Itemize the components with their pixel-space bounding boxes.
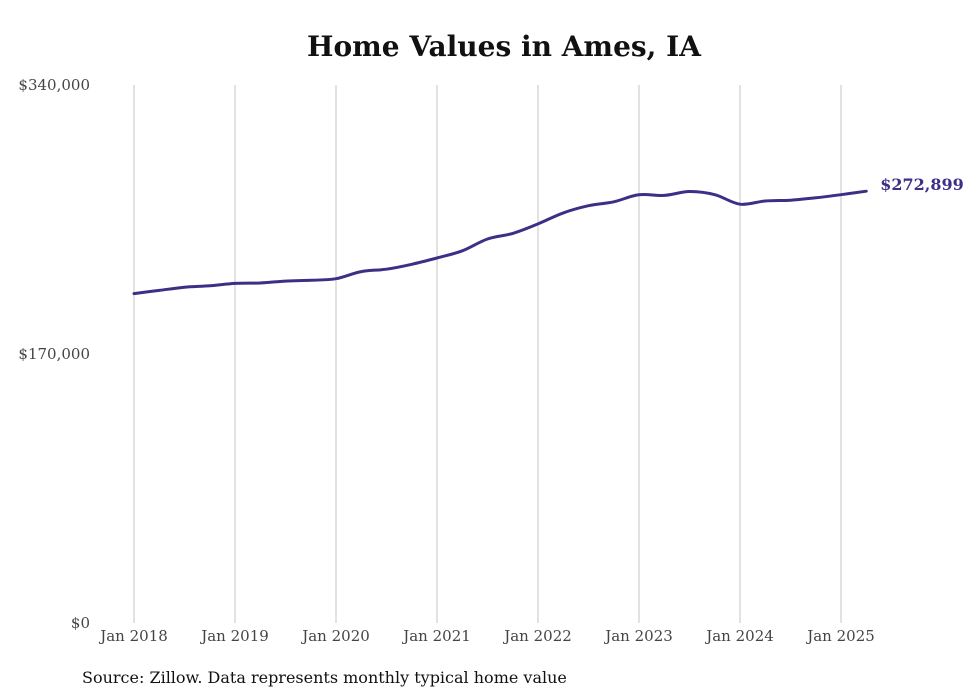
data-point [814, 196, 817, 199]
x-tick-label: Jan 2020 [300, 627, 370, 645]
x-axis-tick-labels: Jan 2018 Jan 2019 Jan 2020 Jan 2021 Jan 2022… [98, 627, 875, 645]
data-point [486, 237, 489, 240]
data-point [436, 256, 439, 259]
x-tick-label: Jan 2025 [805, 627, 875, 645]
y-tick-label: $170,000 [18, 345, 90, 363]
data-point [840, 193, 843, 196]
data-point [587, 204, 590, 207]
grid-lines [133, 85, 842, 623]
data-point [511, 232, 514, 235]
data-point [789, 199, 792, 202]
data-point [284, 280, 287, 283]
data-point [688, 190, 691, 193]
data-point [461, 249, 464, 252]
x-tick-label: Jan 2024 [704, 627, 774, 645]
data-point [208, 284, 211, 287]
end-label-layer: $272,899 [880, 175, 964, 194]
data-point [158, 289, 161, 292]
data-point [259, 281, 262, 284]
end-value-label: $272,899 [880, 175, 964, 194]
data-point [309, 279, 312, 282]
data-point [335, 277, 338, 280]
data-point [764, 199, 767, 202]
data-point [234, 282, 237, 285]
data-point [410, 263, 413, 266]
data-point [562, 211, 565, 214]
data-point [739, 203, 742, 206]
data-point [638, 193, 641, 196]
data-point [360, 270, 363, 273]
x-tick-label: Jan 2021 [401, 627, 471, 645]
y-axis-tick-labels: $0 $170,000 $340,000 [18, 76, 90, 632]
chart-title: Home Values in Ames, IA [307, 30, 701, 63]
data-point [385, 268, 388, 271]
x-tick-label: Jan 2022 [502, 627, 572, 645]
data-point [537, 222, 540, 225]
y-tick-label: $340,000 [18, 76, 90, 94]
source-note: Source: Zillow. Data represents monthly … [82, 668, 567, 687]
y-tick-label: $0 [71, 614, 90, 632]
data-point [133, 292, 136, 295]
x-tick-label: Jan 2019 [199, 627, 269, 645]
data-point [183, 286, 186, 289]
data-point [663, 194, 666, 197]
x-tick-label: Jan 2018 [98, 627, 168, 645]
data-point [713, 193, 716, 196]
data-point [612, 200, 615, 203]
series-layer [132, 189, 868, 296]
data-point [865, 190, 868, 193]
series-line-0 [132, 189, 868, 296]
x-tick-label: Jan 2023 [603, 627, 673, 645]
